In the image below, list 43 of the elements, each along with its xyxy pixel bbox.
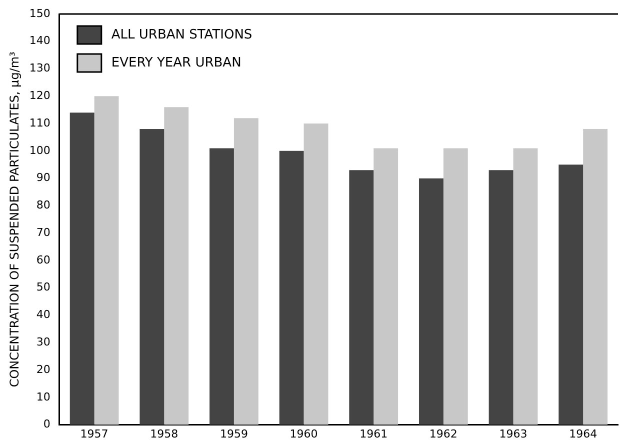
y-tick-label: 70 <box>36 226 50 239</box>
bar <box>513 148 538 425</box>
x-tick-label: 1961 <box>360 427 388 440</box>
x-tick-label: 1962 <box>429 427 458 440</box>
y-tick-label: 0 <box>43 418 50 431</box>
y-tick-label: 10 <box>36 390 50 404</box>
bar <box>443 148 468 425</box>
bar <box>210 148 234 425</box>
legend-label: EVERY YEAR URBAN <box>111 55 242 70</box>
y-tick-label: 150 <box>29 6 50 20</box>
bar <box>304 124 328 425</box>
legend-label: ALL URBAN STATIONS <box>111 27 252 42</box>
bar <box>140 129 164 425</box>
bar <box>488 170 514 425</box>
y-tick-label: 90 <box>36 171 50 184</box>
x-tick-label: 1957 <box>80 427 108 440</box>
y-tick-label: 30 <box>36 336 50 348</box>
bar <box>374 148 398 425</box>
y-tick-label: 110 <box>29 116 50 130</box>
x-tick-label: 1959 <box>220 427 248 440</box>
bar <box>583 129 608 425</box>
y-tick-label: 80 <box>36 198 50 212</box>
bar <box>349 170 374 425</box>
bar <box>94 96 119 425</box>
y-tick-label: 40 <box>36 308 50 322</box>
y-tick-label: 140 <box>29 34 50 48</box>
y-axis-title: CONCENTRATION OF SUSPENDED PARTICULATES, µg/m³ <box>7 51 22 388</box>
x-tick-label: 1958 <box>150 427 178 440</box>
y-tick-label: 20 <box>36 362 50 376</box>
x-tick-label: 1964 <box>569 427 598 440</box>
y-tick-label: 60 <box>36 253 50 266</box>
bar <box>279 150 304 425</box>
bar <box>234 118 258 425</box>
y-tick-label: 50 <box>36 280 50 294</box>
bar <box>418 178 444 425</box>
x-tick-label: 1963 <box>499 427 528 440</box>
bar <box>164 107 189 425</box>
y-tick-label: 100 <box>29 144 50 157</box>
bar <box>558 164 584 425</box>
y-tick-label: 120 <box>29 89 50 102</box>
x-tick-label: 1960 <box>290 427 318 440</box>
bar <box>70 112 94 425</box>
y-tick-label: 130 <box>29 62 50 75</box>
